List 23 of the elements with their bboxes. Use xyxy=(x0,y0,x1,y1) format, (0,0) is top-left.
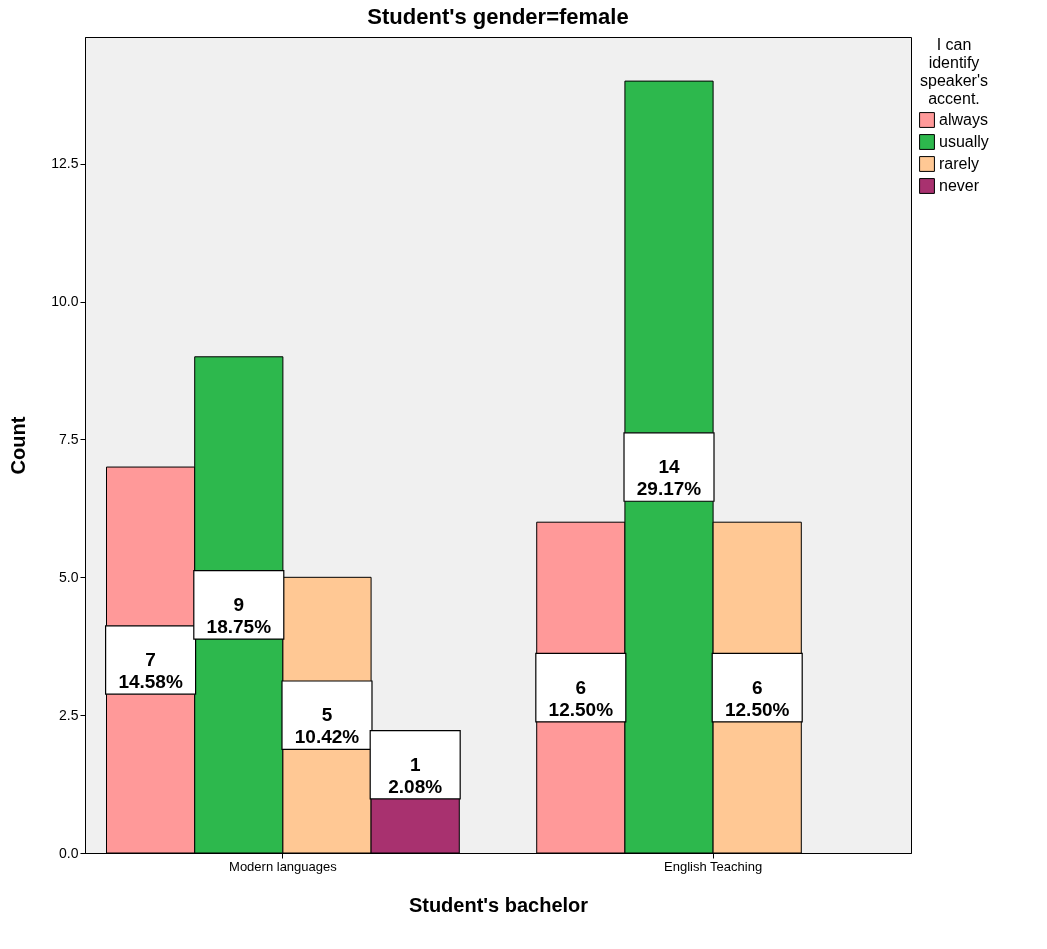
y-tick-label: 5.0 xyxy=(59,568,79,585)
x-tick-label: English Teaching xyxy=(664,858,763,874)
legend-label: usually xyxy=(939,133,989,150)
data-label: 1 2.08% xyxy=(388,753,443,797)
chart-title: Student's gender=female xyxy=(367,4,629,29)
y-tick-label: 0.0 xyxy=(59,844,79,861)
y-tick-label: 12.5 xyxy=(51,155,79,172)
data-label: 6 12.50% xyxy=(724,676,790,720)
data-label: 6 12.50% xyxy=(548,676,614,720)
legend-label: always xyxy=(939,111,988,128)
y-tick-label: 2.5 xyxy=(59,706,79,723)
y-tick-label: 10.0 xyxy=(51,293,79,310)
data-label: 5 10.42% xyxy=(294,704,360,748)
x-tick-label: Modern languages xyxy=(229,858,338,874)
legend-label: rarely xyxy=(939,155,980,172)
x-axis-title: Student's bachelor xyxy=(408,893,589,916)
y-axis-title: Count xyxy=(7,416,30,475)
data-label: 9 18.75% xyxy=(206,593,272,637)
data-label: 14 29.17% xyxy=(636,456,702,500)
legend-title: I can identify speaker's accent. xyxy=(920,36,988,107)
data-label: 7 14.58% xyxy=(118,649,183,693)
y-tick-label: 7.5 xyxy=(59,430,79,447)
legend-label: never xyxy=(939,177,980,194)
